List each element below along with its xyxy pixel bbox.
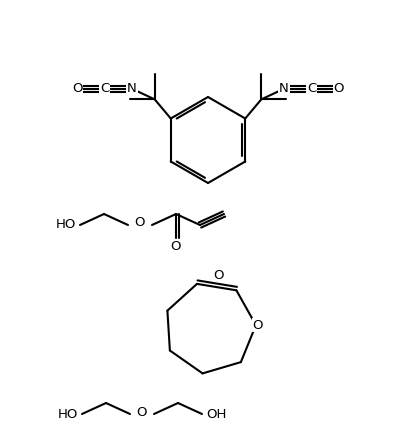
Text: C: C	[100, 82, 109, 95]
Text: O: O	[214, 268, 224, 281]
Text: HO: HO	[55, 219, 76, 231]
Text: O: O	[135, 216, 145, 230]
Text: C: C	[307, 82, 316, 95]
Text: N: N	[127, 82, 137, 95]
Text: O: O	[72, 82, 82, 95]
Text: O: O	[253, 318, 263, 332]
Text: HO: HO	[58, 408, 78, 421]
Text: N: N	[279, 82, 289, 95]
Text: O: O	[334, 82, 344, 95]
Text: O: O	[137, 405, 147, 418]
Text: OH: OH	[206, 408, 226, 421]
Text: O: O	[171, 240, 181, 252]
